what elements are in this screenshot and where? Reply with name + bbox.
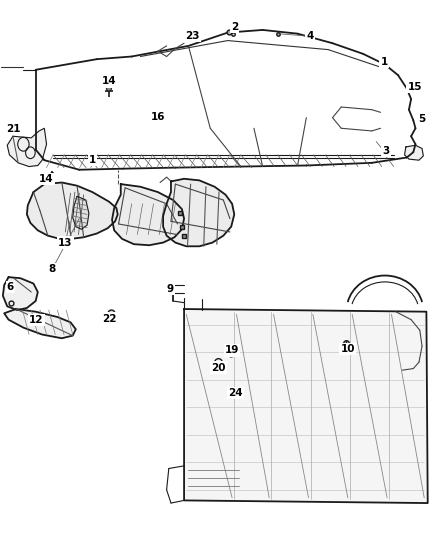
Polygon shape (7, 128, 46, 166)
Text: 20: 20 (211, 362, 226, 373)
Text: 24: 24 (228, 388, 243, 398)
Text: 10: 10 (341, 344, 355, 354)
Circle shape (50, 172, 54, 177)
Text: 21: 21 (6, 124, 20, 134)
Text: 6: 6 (7, 282, 14, 292)
Polygon shape (184, 309, 427, 503)
Polygon shape (3, 277, 38, 310)
Text: 12: 12 (29, 314, 44, 325)
Text: 1: 1 (381, 57, 388, 67)
Circle shape (227, 346, 236, 357)
Text: 2: 2 (231, 22, 238, 32)
Polygon shape (73, 196, 89, 229)
Text: 8: 8 (49, 264, 56, 274)
Text: 14: 14 (39, 174, 54, 184)
Polygon shape (163, 179, 234, 246)
Text: 3: 3 (382, 146, 389, 156)
Polygon shape (112, 184, 184, 245)
Circle shape (106, 85, 112, 91)
Polygon shape (4, 309, 76, 338)
Text: 1: 1 (89, 155, 96, 165)
Text: 14: 14 (102, 77, 116, 86)
Text: 22: 22 (102, 313, 116, 324)
Polygon shape (405, 146, 424, 160)
Text: 13: 13 (58, 238, 73, 247)
Polygon shape (27, 182, 118, 239)
Text: 4: 4 (306, 31, 314, 42)
Text: 5: 5 (418, 114, 426, 124)
Text: 15: 15 (407, 82, 422, 92)
Text: 23: 23 (186, 31, 200, 42)
Text: 16: 16 (151, 111, 165, 122)
Text: 9: 9 (166, 284, 173, 294)
Text: 19: 19 (225, 345, 239, 356)
